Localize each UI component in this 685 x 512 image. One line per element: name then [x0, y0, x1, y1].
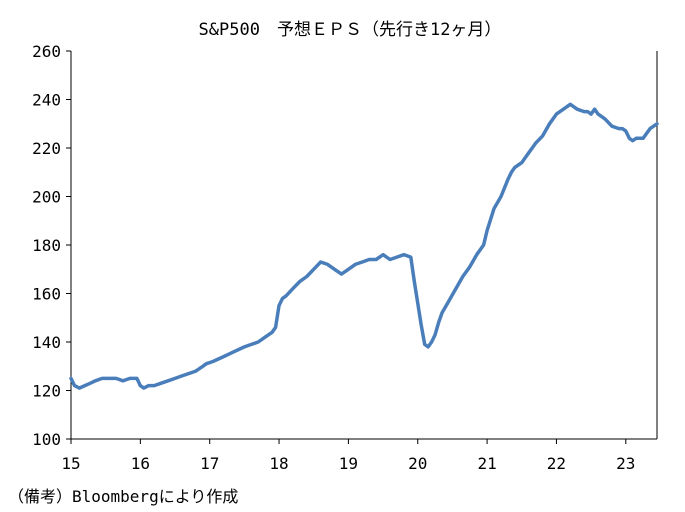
- y-tick-label: 160: [32, 285, 61, 304]
- x-tick-label: 20: [408, 454, 427, 473]
- x-tick-label: 17: [200, 454, 219, 473]
- x-tick-label: 18: [269, 454, 288, 473]
- source-note: （備考）Bloombergにより作成: [8, 487, 238, 506]
- y-axis-ticks: 100 120 140 160 180 200 220 240 260: [32, 42, 71, 449]
- y-tick-label: 100: [32, 430, 61, 449]
- y-tick-label: 140: [32, 333, 61, 352]
- x-tick-label: 16: [131, 454, 150, 473]
- eps-series-line: [69, 102, 659, 390]
- x-tick-label: 22: [547, 454, 566, 473]
- x-axis-ticks: 15 16 17 18 19 20 21 22 23: [61, 439, 635, 473]
- x-tick-label: 19: [339, 454, 358, 473]
- plot-frame: [70, 51, 658, 440]
- x-tick-label: 21: [477, 454, 496, 473]
- y-tick-label: 240: [32, 91, 61, 110]
- x-tick-label: 23: [616, 454, 635, 473]
- chart-title: S&P500 予想ＥＰＳ（先行き12ヶ月）: [199, 20, 502, 40]
- y-tick-label: 180: [32, 236, 61, 255]
- y-tick-label: 120: [32, 382, 61, 401]
- y-tick-label: 260: [32, 42, 61, 61]
- y-tick-label: 220: [32, 139, 61, 158]
- y-tick-label: 200: [32, 188, 61, 207]
- x-tick-label: 15: [61, 454, 80, 473]
